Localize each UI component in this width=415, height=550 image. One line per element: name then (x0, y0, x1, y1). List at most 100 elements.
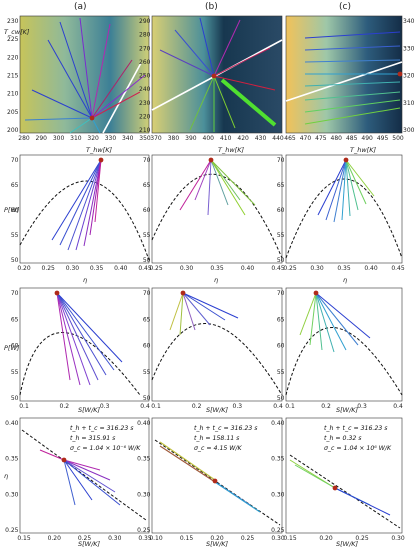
row4-a-ytick: 0.25 (5, 527, 19, 534)
row1-c-xtick: 500 (392, 135, 404, 142)
row3-a-ytick: 60 (11, 343, 19, 350)
row4-b-annotation-3: σ_c = 4.15 W/K (194, 445, 242, 452)
row2-c-xtick: 0.30 (310, 265, 324, 272)
row1-a-xtick: 280 (18, 135, 30, 142)
row2-b-xtick: 0.35 (210, 265, 224, 272)
row4-panel-b: t_h + t_c = 316.23 s t_h = 158.11 s σ_c … (151, 417, 283, 534)
row3-a-ytick: 50 (11, 395, 19, 402)
row2-xlabel-a: η (83, 276, 87, 284)
row1-c-xtick: 495 (377, 135, 389, 142)
row1-b-ytick: 210 (139, 127, 151, 134)
row2-b-ytick: 50 (143, 257, 151, 264)
row3-c-ytick: 55 (277, 369, 285, 376)
row2-c-xtick: 0.25 (283, 265, 297, 272)
row1-c-ytick: 330 (403, 45, 415, 52)
row1-xlabel-a: T_hw[K] (86, 146, 112, 154)
row3-c-xtick: 0.3 (357, 403, 367, 410)
row4-c-annotation-2: t_h = 0.32 s (324, 434, 362, 442)
row3-c-ytick: 70 (277, 290, 285, 297)
row2-c-ytick: 55 (277, 232, 285, 239)
row2-c-ytick: 50 (277, 257, 285, 264)
row2-panel-c (285, 154, 403, 264)
row3-c-xtick: 0.1 (285, 403, 295, 410)
tick-labels: 280 290 300 310 320 330 340 350 200 205 210 215 220 2… (5, 18, 414, 542)
row3-a-xtick: 0.1 (19, 403, 29, 410)
row1-a-xtick: 290 (36, 135, 48, 142)
row1-b-xtick: 420 (237, 135, 249, 142)
row4-a-xtick: 0.15 (17, 535, 31, 542)
row1-a-ytick: 205 (7, 109, 19, 116)
row1-b-xtick: 370 (150, 135, 162, 142)
row1-b-xtick: 440 (272, 135, 284, 142)
row3-a-xtick: 0.3 (100, 403, 110, 410)
row4-ylabel: η (4, 472, 8, 480)
row3-b-xtick: 0.3 (233, 403, 243, 410)
row1-a-xtick: 340 (122, 135, 134, 142)
row3-b-xtick: 0.4 (273, 403, 283, 410)
row2-a-xtick: 0.40 (114, 265, 128, 272)
row3-xlabel-c: S[W/K] (336, 406, 359, 414)
row1-b-ytick: 250 (139, 73, 151, 80)
row2-xlabel-c: η (343, 276, 347, 284)
row3-c-xtick: 0.4 (393, 403, 403, 410)
row1-c-xtick: 485 (346, 135, 358, 142)
row2-b-xtick: 0.30 (180, 265, 194, 272)
row3-b-ytick: 70 (143, 290, 151, 297)
panel-label-c: (c) (339, 2, 351, 12)
row2-c-ytick: 60 (277, 207, 285, 214)
row1-c-xtick: 465 (284, 135, 296, 142)
row1-b-ytick: 280 (139, 32, 151, 39)
row4-a-annotation-1: t_h + t_c = 316.23 s (70, 424, 134, 432)
row4-b-ytick: 0.25 (137, 527, 151, 534)
row1-xlabel-b: T_hw[K] (218, 146, 244, 154)
row1-b-ytick: 290 (139, 18, 151, 25)
row2-a-ytick: 50 (11, 257, 19, 264)
row1-ylabel: T_cw[K] (4, 28, 30, 36)
row1-panel-c (285, 15, 403, 134)
row1-a-xtick: 350 (139, 135, 151, 142)
row1-a-ytick: 225 (7, 36, 19, 43)
row3-panel-b (151, 287, 283, 402)
row2-c-ytick: 65 (277, 182, 285, 189)
row4-panel-a: t_h + t_c = 316.23 s t_h = 315.91 s σ_c … (19, 417, 150, 534)
row2-b-ytick: 55 (143, 232, 151, 239)
row1-c-ytick: 310 (403, 100, 415, 107)
row3-b-ytick: 50 (143, 395, 151, 402)
row4-a-xtick: 0.25 (78, 535, 92, 542)
row3-xlabel-a: S[W/K] (78, 406, 101, 414)
row4-c-ytick: 0.40 (271, 420, 285, 427)
row3-xlabel-b: S[W/K] (206, 406, 229, 414)
row1-a-ytick: 230 (7, 18, 19, 25)
row1-b-xtick: 390 (185, 135, 197, 142)
row4-xlabel-a: S[W/K] (78, 540, 101, 548)
row4-a-ytick: 0.35 (5, 456, 19, 463)
row4-a-xtick: 0.35 (138, 535, 152, 542)
row4-b-ytick: 0.35 (137, 456, 151, 463)
row3-a-ytick: 70 (11, 290, 19, 297)
row4-c-ytick: 0.25 (271, 527, 285, 534)
panel-label-a: (a) (74, 2, 87, 12)
row2-c-xtick: 0.40 (364, 265, 378, 272)
row4-a-annotation-2: t_h = 315.91 s (70, 434, 116, 442)
row3-b-xtick: 0.2 (192, 403, 202, 410)
row4-xlabel-b: S[W/K] (206, 540, 229, 548)
row4-b-annotation-1: t_h + t_c = 316.23 s (194, 424, 258, 432)
row2-a-xtick: 0.30 (66, 265, 80, 272)
row4-b-xtick: 0.10 (149, 535, 163, 542)
row4-c-ytick: 0.35 (271, 456, 285, 463)
row2-a-xtick: 0.45 (138, 265, 152, 272)
row4-b-xtick: 0.30 (271, 535, 285, 542)
row3-a-ytick: 65 (11, 316, 19, 323)
row1-b-ytick: 270 (139, 45, 151, 52)
row1-c-xtick: 480 (331, 135, 343, 142)
row2-b-ytick: 60 (143, 207, 151, 214)
row2-c-xtick: 0.35 (337, 265, 351, 272)
row2-a-xtick: 0.25 (42, 265, 56, 272)
row1-c-ytick: 320 (403, 73, 415, 80)
row2-b-xtick: 0.25 (149, 265, 163, 272)
row4-c-ytick: 0.30 (271, 491, 285, 498)
row4-c-annotation-3: σ_c = 1.04 × 10⁶ W/K (324, 445, 392, 452)
row4-b-xtick: 0.15 (180, 535, 194, 542)
row3-a-ytick: 55 (11, 369, 19, 376)
row3-ylabel: P[W] (4, 344, 20, 352)
